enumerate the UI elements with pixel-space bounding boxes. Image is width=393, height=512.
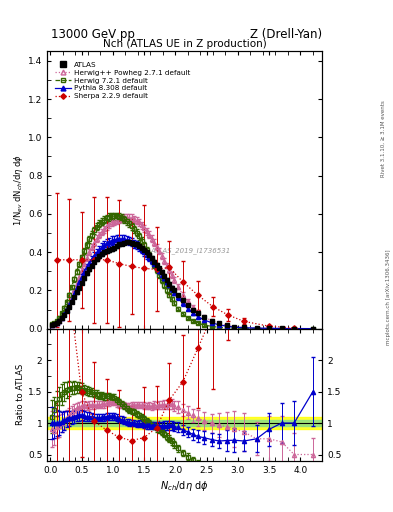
Sherpa 2.2.9 default — [92, 257, 96, 263]
Herwig 7.2.1 default — [62, 305, 66, 311]
Sherpa 2.2.9 default — [292, 325, 296, 331]
Y-axis label: 1/N$_{ev}$ dN$_{ch}$/d$\eta$ d$\phi$: 1/N$_{ev}$ dN$_{ch}$/d$\eta$ d$\phi$ — [12, 154, 25, 226]
ATLAS — [49, 322, 54, 328]
Text: Z (Drell-Yan): Z (Drell-Yan) — [250, 28, 322, 41]
Sherpa 2.2.9 default — [104, 257, 109, 263]
Pythia 8.308 default — [117, 236, 121, 242]
Sherpa 2.2.9 default — [54, 257, 59, 263]
ATLAS — [254, 325, 259, 331]
Herwig 7.2.1 default — [310, 326, 315, 332]
Herwig 7.2.1 default — [185, 315, 190, 321]
Sherpa 2.2.9 default — [142, 265, 147, 271]
Herwig++ Powheg 2.7.1 default — [119, 216, 124, 222]
Pythia 8.308 default — [254, 325, 259, 331]
Pythia 8.308 default — [99, 244, 104, 250]
Line: ATLAS: ATLAS — [49, 239, 315, 331]
Sherpa 2.2.9 default — [195, 292, 200, 298]
Sherpa 2.2.9 default — [129, 263, 134, 269]
Herwig 7.2.1 default — [99, 219, 104, 225]
ATLAS — [99, 251, 104, 257]
Herwig 7.2.1 default — [49, 322, 54, 328]
ATLAS — [119, 241, 124, 247]
Herwig++ Powheg 2.7.1 default — [254, 325, 259, 331]
Text: mcplots.cern.ch [arXiv:1306.3436]: mcplots.cern.ch [arXiv:1306.3436] — [386, 249, 391, 345]
Sherpa 2.2.9 default — [79, 257, 84, 263]
Sherpa 2.2.9 default — [211, 304, 215, 310]
Line: Herwig++ Powheg 2.7.1 default: Herwig++ Powheg 2.7.1 default — [50, 216, 315, 331]
X-axis label: $N_{ch}$/d$\eta$ d$\phi$: $N_{ch}$/d$\eta$ d$\phi$ — [160, 479, 209, 493]
Herwig++ Powheg 2.7.1 default — [89, 244, 94, 250]
Sherpa 2.2.9 default — [267, 323, 272, 329]
ATLAS — [124, 239, 129, 245]
ATLAS — [310, 326, 315, 332]
Line: Sherpa 2.2.9 default: Sherpa 2.2.9 default — [55, 258, 296, 330]
Pythia 8.308 default — [49, 322, 54, 328]
Herwig 7.2.1 default — [112, 213, 116, 219]
Herwig++ Powheg 2.7.1 default — [99, 229, 104, 235]
Legend: ATLAS, Herwig++ Powheg 2.7.1 default, Herwig 7.2.1 default, Pythia 8.308 default: ATLAS, Herwig++ Powheg 2.7.1 default, He… — [53, 60, 191, 101]
Herwig++ Powheg 2.7.1 default — [49, 322, 54, 328]
Y-axis label: Ratio to ATLAS: Ratio to ATLAS — [16, 364, 25, 425]
Text: Rivet 3.1.10, ≥ 3.1M events: Rivet 3.1.10, ≥ 3.1M events — [381, 100, 386, 177]
Sherpa 2.2.9 default — [167, 264, 171, 270]
Herwig++ Powheg 2.7.1 default — [310, 326, 315, 332]
Herwig++ Powheg 2.7.1 default — [185, 298, 190, 305]
Sherpa 2.2.9 default — [67, 257, 72, 263]
Pythia 8.308 default — [122, 237, 127, 243]
Sherpa 2.2.9 default — [180, 279, 185, 285]
Line: Pythia 8.308 default: Pythia 8.308 default — [50, 237, 315, 331]
Herwig++ Powheg 2.7.1 default — [62, 311, 66, 317]
Pythia 8.308 default — [310, 326, 315, 332]
Pythia 8.308 default — [89, 257, 94, 263]
Text: ATLAS_2019_I1736531: ATLAS_2019_I1736531 — [150, 248, 230, 254]
Herwig 7.2.1 default — [254, 326, 259, 332]
Title: Nch (ATLAS UE in Z production): Nch (ATLAS UE in Z production) — [103, 39, 266, 49]
Pythia 8.308 default — [62, 311, 66, 317]
Pythia 8.308 default — [185, 306, 190, 312]
Sherpa 2.2.9 default — [117, 261, 121, 267]
Text: 13000 GeV pp: 13000 GeV pp — [51, 28, 135, 41]
Sherpa 2.2.9 default — [154, 266, 159, 272]
Herwig 7.2.1 default — [122, 216, 127, 222]
Sherpa 2.2.9 default — [242, 318, 246, 325]
ATLAS — [89, 263, 94, 269]
Sherpa 2.2.9 default — [226, 312, 230, 318]
ATLAS — [185, 302, 190, 308]
Line: Herwig 7.2.1 default: Herwig 7.2.1 default — [50, 214, 315, 331]
Herwig 7.2.1 default — [89, 231, 94, 238]
ATLAS — [62, 312, 66, 318]
Herwig++ Powheg 2.7.1 default — [124, 215, 129, 221]
